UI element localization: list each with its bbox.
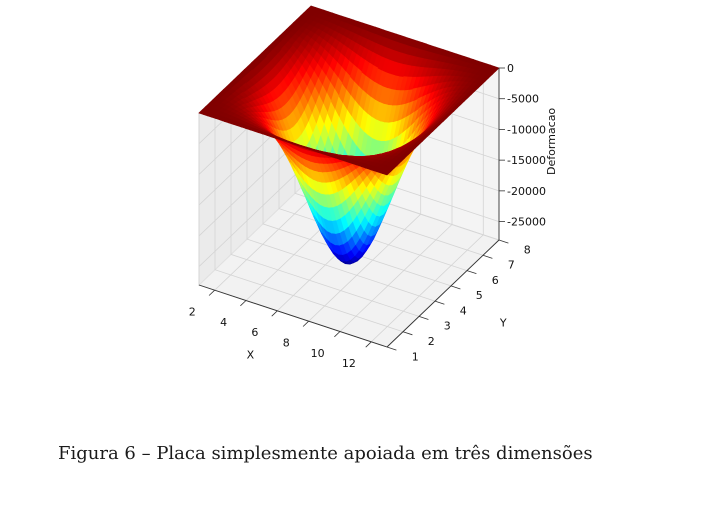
x-tick: [208, 289, 215, 296]
y-tick: [386, 346, 397, 351]
y-tick: [434, 300, 445, 305]
axis-ticks: 24681012123456780-5000-10000-15000-20000…: [189, 62, 546, 370]
y-tick: [466, 270, 477, 275]
axis-lines: [198, 68, 500, 348]
y-tick: [482, 254, 493, 259]
y-tick-label: 2: [428, 335, 435, 348]
z-axis-label: Deformacao: [545, 108, 558, 175]
z-tick-label: -10000: [507, 123, 546, 136]
x-tick: [334, 331, 341, 338]
surface-patch: [382, 169, 392, 176]
surface-plot-3d: 24681012123456780-5000-10000-15000-20000…: [189, 4, 558, 370]
z-tick-label: 0: [507, 62, 514, 75]
y-tick-label: 1: [412, 350, 419, 363]
x-tick-label: 2: [189, 306, 196, 319]
x-tick: [302, 320, 309, 327]
y-tick-label: 5: [476, 289, 483, 302]
surface-figure: 2 4 6 8 10 12 1 2 3 4 5 6 7 8 0 -5000 -10000 -15000 -20000…: [189, 4, 558, 370]
y-axis-line: [386, 239, 500, 348]
x-tick: [240, 300, 247, 307]
x-tick-label: 12: [342, 357, 356, 370]
x-axis-line: [198, 284, 388, 348]
y-axis-label: Y: [499, 317, 507, 330]
z-tick-label: -5000: [507, 93, 539, 106]
y-gridline: [214, 97, 404, 333]
figure-caption: Figura 6 – Placa simplesmente apoiada em…: [58, 443, 593, 464]
y-tick: [418, 316, 429, 320]
y-gridline: [230, 82, 420, 317]
x-tick: [271, 310, 278, 317]
x-tick-label: 8: [283, 337, 290, 350]
z-tick-label: -25000: [507, 216, 546, 229]
z-tick-label: -20000: [507, 185, 546, 198]
y-tick: [402, 331, 413, 336]
y-tick-label: 7: [508, 259, 515, 272]
y-tick: [498, 239, 509, 244]
z-tick-label: -15000: [507, 154, 546, 167]
x-tick: [365, 341, 372, 348]
x-tick-label: 6: [251, 326, 258, 339]
y-tick-label: 4: [460, 304, 467, 317]
y-tick: [450, 285, 461, 290]
x-tick-label: 10: [311, 347, 325, 360]
deformation-surface: [198, 5, 500, 265]
y-tick-label: 3: [444, 320, 451, 333]
y-tick-label: 6: [492, 274, 499, 287]
x-tick-label: 4: [220, 316, 227, 329]
y-tick-label: 8: [524, 243, 531, 256]
x-axis-label: X: [247, 349, 255, 362]
